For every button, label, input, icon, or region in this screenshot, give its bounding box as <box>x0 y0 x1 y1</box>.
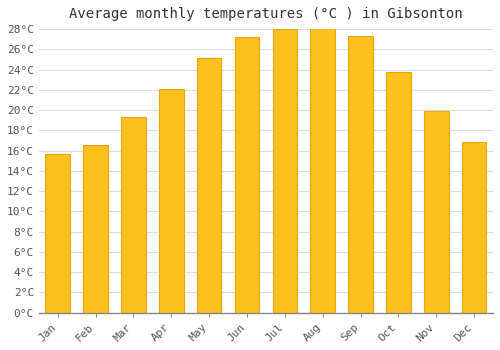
Bar <box>310 28 335 313</box>
Bar <box>234 37 260 313</box>
Bar <box>197 58 222 313</box>
Bar <box>84 145 108 313</box>
Bar <box>348 36 373 313</box>
Title: Average monthly temperatures (°C ) in Gibsonton: Average monthly temperatures (°C ) in Gi… <box>69 7 462 21</box>
Bar <box>121 117 146 313</box>
Bar <box>272 29 297 313</box>
Bar <box>159 89 184 313</box>
Bar <box>46 154 70 313</box>
Bar <box>462 142 486 313</box>
Bar <box>424 111 448 313</box>
Bar <box>386 72 410 313</box>
